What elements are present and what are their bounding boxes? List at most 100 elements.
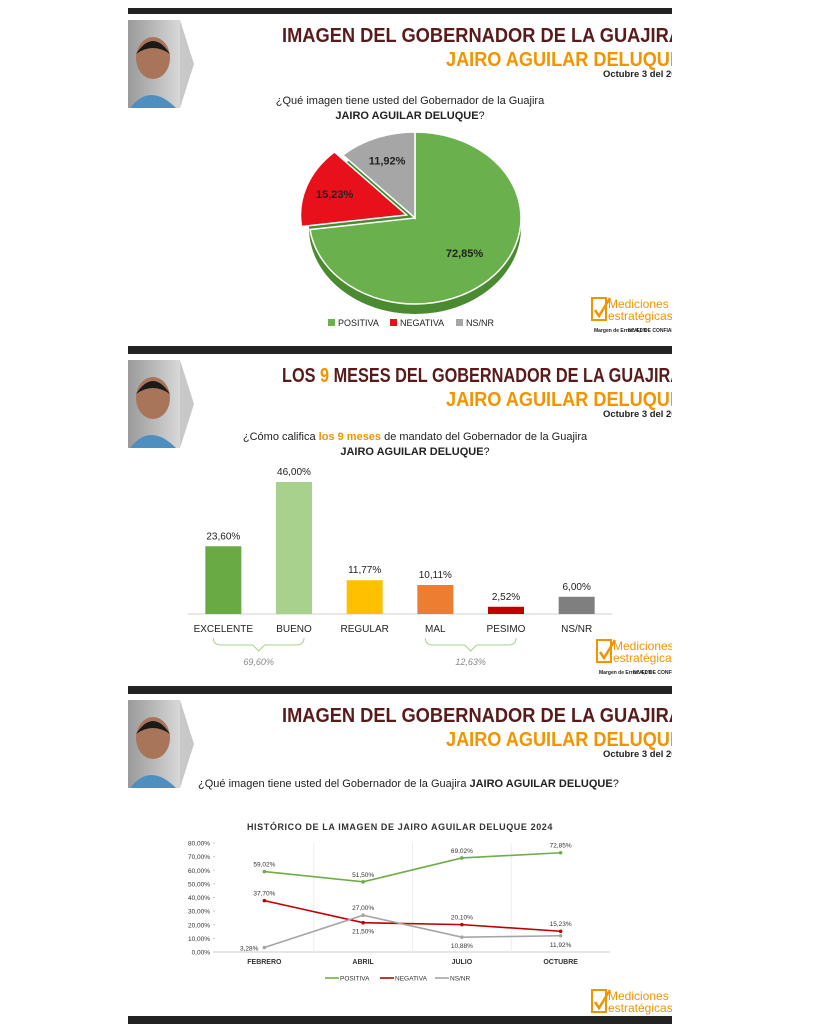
point-label: 59,02% [253,862,275,869]
pie-label: 15,23% [316,189,354,201]
photo-hair [136,721,170,734]
text-part: ? [484,446,490,458]
series-marker [460,935,464,939]
question: JAIRO AGUILAR DELUQUE? [335,110,484,122]
series-marker [262,945,267,950]
bar [205,546,242,614]
legend-label: NS/NR [466,318,495,328]
x-tick-label: MAL [425,624,446,635]
footnote: Margen de Error: 4,0% [594,328,648,334]
slide-title: IMAGEN DEL GOBERNADOR DE LA GUAJIRA [282,25,682,47]
question: ¿Cómo califica los 9 meses de mandato de… [243,431,588,443]
x-tick-label: PESIMO [487,624,526,635]
text-part: JAIRO AGUILAR DELUQUE [340,446,483,458]
footnote: NIVEL DE CONFIANZA: 95% [633,670,700,676]
point-label: 21,50% [352,929,374,936]
question: ¿Qué imagen tiene usted del Gobernador d… [276,95,545,107]
x-tick-label: JULIO [452,959,473,966]
logo-icon [591,297,607,321]
slide-bar [128,1016,672,1024]
slide-bar [128,8,672,14]
series-marker [262,869,267,874]
slide-title: LOS 9 MESES DEL GOBERNADOR DE LA GUAJIRA [282,365,682,387]
series-line [264,851,561,883]
logo-check [598,639,617,661]
legend-label: NEGATIVA [395,976,428,983]
photo-chevron [180,700,194,788]
series-marker [460,856,464,860]
series-marker [262,898,267,903]
legend-swatch [328,319,335,326]
point-label: 15,23% [550,921,572,928]
point-label: 3,28% [240,946,259,953]
logo-text: Mediciones [613,639,674,653]
text-part: JAIRO AGUILAR DELUQUE [470,778,613,790]
y-tick-label: 60,00% [188,868,210,875]
y-tick-label: 0,00% [192,950,211,957]
y-tick-label: 20,00% [188,922,210,929]
x-tick-label: OCTUBRE [543,959,578,966]
logo-text: Mediciones [608,989,669,1003]
slide-bar [128,686,672,694]
x-tick-label: FEBRERO [247,959,282,966]
legend-label: NS/NR [450,976,471,983]
y-tick-label: 50,00% [188,881,210,888]
slide-title: IMAGEN DEL GOBERNADOR DE LA GUAJIRA [282,705,682,727]
legend-swatch [390,319,397,326]
slide-subtitle: JAIRO AGUILAR DELUQUE [446,49,682,71]
y-tick-label: 40,00% [188,895,210,902]
bar-label: 10,11% [419,570,452,581]
slide-date: Octubre 3 del 2024 [603,749,687,759]
series-marker [361,913,365,918]
chart-title: HISTÓRICO DE LA IMAGEN DE JAIRO AGUILAR … [247,821,553,832]
photo-body [130,95,176,108]
text-part: ¿Cómo califica [243,431,319,443]
legend-label: POSITIVA [340,976,370,983]
bar [488,606,524,614]
point-label: 69,02% [451,848,473,855]
point-label: 72,85% [550,843,572,850]
series-marker [558,850,563,855]
slide-date: Octubre 3 del 2024 [603,69,687,79]
bar [346,580,383,614]
text-part: de mandato del Gobernador de la Guajira [381,431,588,443]
y-tick-label: 30,00% [188,909,210,916]
series-line [264,899,561,933]
slides: IMAGEN DEL GOBERNADOR DE LA GUAJIRAJAIRO… [128,8,700,1024]
text-part: JAIRO AGUILAR DELUQUE [335,110,478,122]
pie-label: 11,92% [369,155,406,167]
pie-label: 72,85% [446,248,484,260]
question: JAIRO AGUILAR DELUQUE? [340,446,489,458]
series-marker [361,880,365,884]
text-part: ¿Qué imagen tiene usted del Gobernador d… [276,95,545,107]
pie-slice [299,151,409,228]
text-part: LOS [282,365,320,387]
pie-slice [341,131,416,220]
x-tick-label: BUENO [276,624,312,635]
point-label: 27,00% [352,905,374,912]
bar [276,481,312,614]
point-label: 20,10% [451,915,473,922]
logo-check [593,989,612,1011]
legend-label: NEGATIVA [400,318,444,328]
photo-chevron [180,360,194,448]
text-part: ? [479,110,485,122]
photo-hair [136,41,170,54]
bar-label: 46,00% [277,467,311,478]
x-tick-label: NS/NR [561,624,592,635]
point-label: 37,70% [253,891,275,898]
series-marker [558,933,563,938]
logo-text: estratégicas [613,651,678,665]
x-tick-label: ABRIL [352,959,374,966]
series-line [264,914,561,949]
text-part: ? [613,778,619,790]
question: ¿Qué imagen tiene usted del Gobernador d… [198,778,619,790]
y-tick-label: 10,00% [188,936,210,943]
slide-subtitle: JAIRO AGUILAR DELUQUE [446,389,682,411]
group-label: 69,60% [243,657,274,667]
legend-swatch [456,319,463,326]
bar [417,584,454,614]
slide-date: Octubre 3 del 2024 [603,409,687,419]
photo-body [130,435,176,448]
